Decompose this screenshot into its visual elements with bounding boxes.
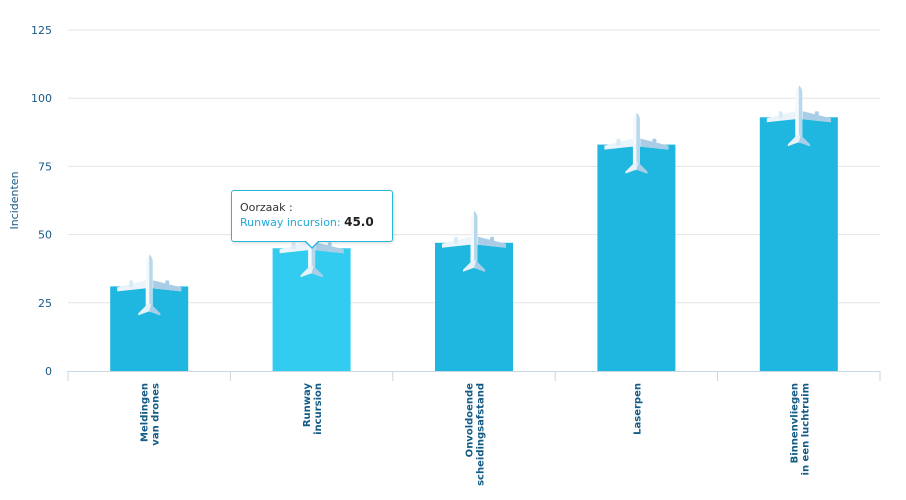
airplane-tail-shade <box>798 135 810 147</box>
x-tick-label-line: incursion <box>313 383 324 435</box>
airplane-icon <box>766 85 831 147</box>
y-tick-label: 75 <box>38 160 52 173</box>
airplane-engine <box>616 138 621 146</box>
airplane-engine <box>327 242 332 250</box>
tooltip-series-label: Runway incursion: <box>240 216 341 229</box>
airplane-tail-shade <box>474 260 485 272</box>
x-tick-label-line: Runway <box>302 383 313 428</box>
y-tick-label: 0 <box>45 365 52 378</box>
airplane-engine <box>814 111 819 119</box>
bar <box>759 117 838 372</box>
airplane-engine <box>291 242 296 250</box>
x-tick-label: Meldingenvan drones <box>140 383 162 446</box>
airplane-tail-shade <box>149 304 161 316</box>
airplane-fuselage-shade <box>636 112 640 171</box>
airplane-engine <box>165 280 170 288</box>
y-tick-label: 50 <box>38 229 52 242</box>
airplane-fuselage-shade <box>149 254 153 313</box>
x-tick-label-line: Binnenvliegen <box>789 383 800 463</box>
x-tick-label-line: van drones <box>151 383 162 446</box>
airplane-engine <box>454 236 458 244</box>
airplane-engine <box>490 236 494 244</box>
airplane-tail-shade <box>311 266 323 278</box>
airplane-icon <box>442 210 506 272</box>
x-tick-label: Laserpen <box>632 383 643 435</box>
airplane-engine <box>652 138 657 146</box>
tooltip-title: Oorzaak : <box>240 201 293 214</box>
x-tick-label-line: Laserpen <box>632 383 643 435</box>
x-tick-label: Runwayincursion <box>302 383 324 435</box>
tooltip-body: Runway incursion: 45.0 <box>240 215 392 230</box>
chart-tooltip: Oorzaak : Runway incursion: 45.0 <box>231 190 393 249</box>
airplane-icon <box>117 254 182 316</box>
y-axis-label: Incidenten <box>8 171 21 229</box>
airplane-fuselage-shade <box>474 210 478 269</box>
airplane-engine <box>129 280 134 288</box>
bar <box>597 144 676 371</box>
airplane-engine <box>778 111 783 119</box>
y-tick-label: 125 <box>31 24 52 37</box>
airplane-icon <box>604 112 669 174</box>
x-tick-label-line: scheidingsafstand <box>476 383 487 486</box>
x-tick-label-line: Meldingen <box>140 383 151 442</box>
x-tick-label: Onvoldoendescheidingsafstand <box>465 383 487 486</box>
x-tick-label: Binnenvliegenin een luchtruim <box>789 383 811 475</box>
x-tick-label-line: in een luchtruim <box>800 383 811 475</box>
airplane-fuselage-shade <box>798 85 803 144</box>
tooltip-value: 45.0 <box>344 215 374 229</box>
x-tick-label-line: Onvoldoende <box>465 383 476 458</box>
airplane-tail-shade <box>636 162 648 174</box>
y-tick-label: 100 <box>31 92 52 105</box>
y-tick-label: 25 <box>38 297 52 310</box>
tooltip-arrow-inner <box>305 240 319 247</box>
